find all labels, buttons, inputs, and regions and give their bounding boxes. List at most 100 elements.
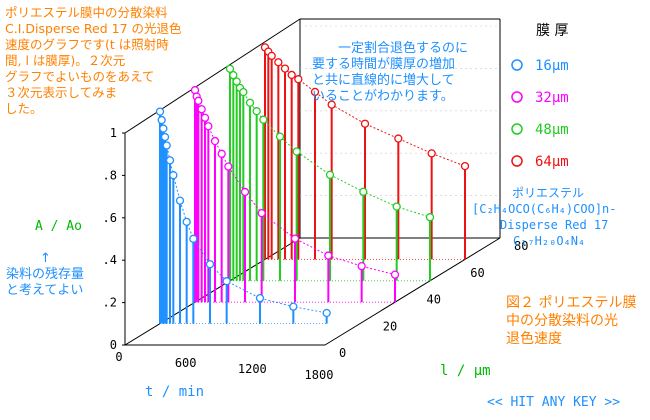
data-point bbox=[217, 149, 226, 158]
data-point bbox=[290, 234, 300, 243]
data-point bbox=[229, 71, 238, 80]
annotation-text: 一定割合退色するのに 要する時間が膜厚の増加 と共に直線的に増大して いることが… bbox=[312, 40, 472, 104]
y-tick-label: 1 bbox=[110, 126, 117, 140]
description-line: した。 bbox=[5, 101, 43, 116]
legend-label: 48μm bbox=[535, 122, 569, 138]
data-point bbox=[197, 105, 206, 114]
axis-frame bbox=[124, 18, 501, 346]
legend: 16μm 32μm 48μm 64μm bbox=[511, 58, 569, 170]
legend-marker bbox=[511, 123, 523, 135]
description-text: ポリエステル膜中の分散染料 C.I.Disperse Red 17 の光退色 速… bbox=[5, 5, 186, 116]
annotation-line: 一定割合退色するのに bbox=[338, 40, 468, 56]
data-point bbox=[357, 262, 366, 271]
legend-label: 64μm bbox=[535, 154, 569, 170]
data-point bbox=[222, 277, 231, 286]
data-point bbox=[257, 209, 266, 218]
data-point bbox=[359, 187, 368, 196]
y-note-arrow: ↑ bbox=[40, 251, 51, 266]
legend-label: 16μm bbox=[535, 58, 569, 74]
description-line: ３次元表示してみま bbox=[5, 85, 117, 100]
data-point bbox=[232, 77, 241, 86]
data-point bbox=[182, 217, 191, 226]
data-point bbox=[294, 75, 303, 84]
data-point bbox=[425, 213, 435, 222]
data-point bbox=[322, 308, 331, 318]
data-point bbox=[274, 58, 283, 67]
data-point bbox=[259, 115, 268, 124]
legend-label: 32μm bbox=[535, 90, 569, 106]
z-tick-label: 60 bbox=[470, 266, 484, 280]
legend-item-32um: 32μm bbox=[511, 90, 569, 106]
legend-marker bbox=[511, 155, 523, 167]
caption-line: 図２ ポリエステル膜 bbox=[506, 295, 636, 311]
description-line: C.I.Disperse Red 17 の光退色 bbox=[5, 21, 182, 36]
structure-line: ポリエステル bbox=[512, 186, 584, 200]
x-tick-label: 600 bbox=[175, 356, 197, 370]
data-point bbox=[224, 162, 233, 171]
structure-line: Disperse Red 17 bbox=[500, 218, 608, 232]
data-point bbox=[165, 156, 175, 165]
data-point bbox=[280, 64, 290, 73]
series-32um bbox=[190, 86, 400, 303]
y-tick-label: .8 bbox=[103, 168, 117, 182]
tick-labels: 0 .2 .4 .6 .8 1 0 600 1200 1800 0 20 40 60 80 bbox=[103, 126, 529, 382]
series-64um bbox=[260, 43, 470, 260]
grid-lines bbox=[300, 25, 500, 196]
z-tick-label: 20 bbox=[383, 319, 397, 333]
x-tick-label: 1200 bbox=[238, 362, 267, 376]
structure-line: C₁₇H₂₀O₄N₄ bbox=[513, 234, 585, 248]
x-tick-label: 1800 bbox=[305, 368, 334, 382]
data-point bbox=[175, 196, 185, 205]
data-point bbox=[390, 270, 400, 279]
series-16um bbox=[155, 107, 331, 325]
data-point bbox=[204, 122, 213, 131]
data-point bbox=[155, 107, 165, 116]
z-axis-label: l / μm bbox=[440, 363, 491, 379]
z-tick-label: 0 bbox=[339, 346, 346, 360]
data-point bbox=[289, 302, 298, 311]
data-point bbox=[160, 132, 170, 142]
structure-line: [C₂H₄OCO(C₆H₄)COO]n- bbox=[472, 202, 617, 216]
legend-item-48um: 48μm bbox=[511, 122, 569, 138]
z-tick-label: 80 bbox=[514, 239, 528, 253]
data-point bbox=[252, 107, 261, 116]
data-point bbox=[460, 161, 470, 171]
legend-marker bbox=[511, 59, 523, 71]
data-point bbox=[157, 115, 166, 125]
data-point bbox=[392, 202, 401, 211]
data-point bbox=[169, 171, 178, 180]
data-point bbox=[189, 234, 198, 243]
data-point bbox=[275, 132, 285, 141]
structure-text: ポリエステル [C₂H₄OCO(C₆H₄)COO]n- Disperse Red… bbox=[472, 186, 624, 248]
legend-item-64um: 64μm bbox=[511, 154, 569, 170]
y-tick-label: 0 bbox=[110, 338, 117, 352]
legend-marker bbox=[511, 91, 523, 103]
data-point bbox=[292, 147, 301, 156]
data-point bbox=[162, 141, 171, 150]
description-line: ポリエステル膜中の分散染料 bbox=[5, 5, 168, 20]
annotation-line: 要する時間が膜厚の増加 bbox=[312, 57, 455, 72]
legend-item-16um: 16μm bbox=[511, 58, 569, 74]
data-point bbox=[245, 98, 255, 107]
data-point bbox=[240, 187, 250, 197]
data-point bbox=[225, 64, 235, 73]
data-point bbox=[310, 87, 320, 97]
data-point bbox=[287, 70, 296, 80]
data-point bbox=[324, 251, 333, 260]
y-tick-label: .4 bbox=[103, 253, 117, 267]
caption-line: 中の分散染料の光 bbox=[506, 313, 618, 329]
data-point bbox=[325, 170, 335, 179]
data-point bbox=[194, 96, 203, 105]
data-point bbox=[205, 260, 215, 269]
data-point bbox=[360, 119, 370, 128]
data-point bbox=[327, 100, 336, 109]
x-tick-label: 0 bbox=[115, 350, 122, 364]
legend-title: 膜 厚 bbox=[536, 23, 568, 39]
data-point bbox=[255, 294, 265, 303]
description-line: 間, l は膜厚)。２次元 bbox=[5, 53, 125, 68]
hit-any-key-prompt[interactable]: << HIT ANY KEY >> bbox=[487, 395, 620, 410]
y-note-line: 染料の残存量 bbox=[6, 267, 84, 282]
description-line: 速度のグラフです(t は照射時 bbox=[5, 37, 169, 52]
data-point bbox=[427, 149, 436, 158]
